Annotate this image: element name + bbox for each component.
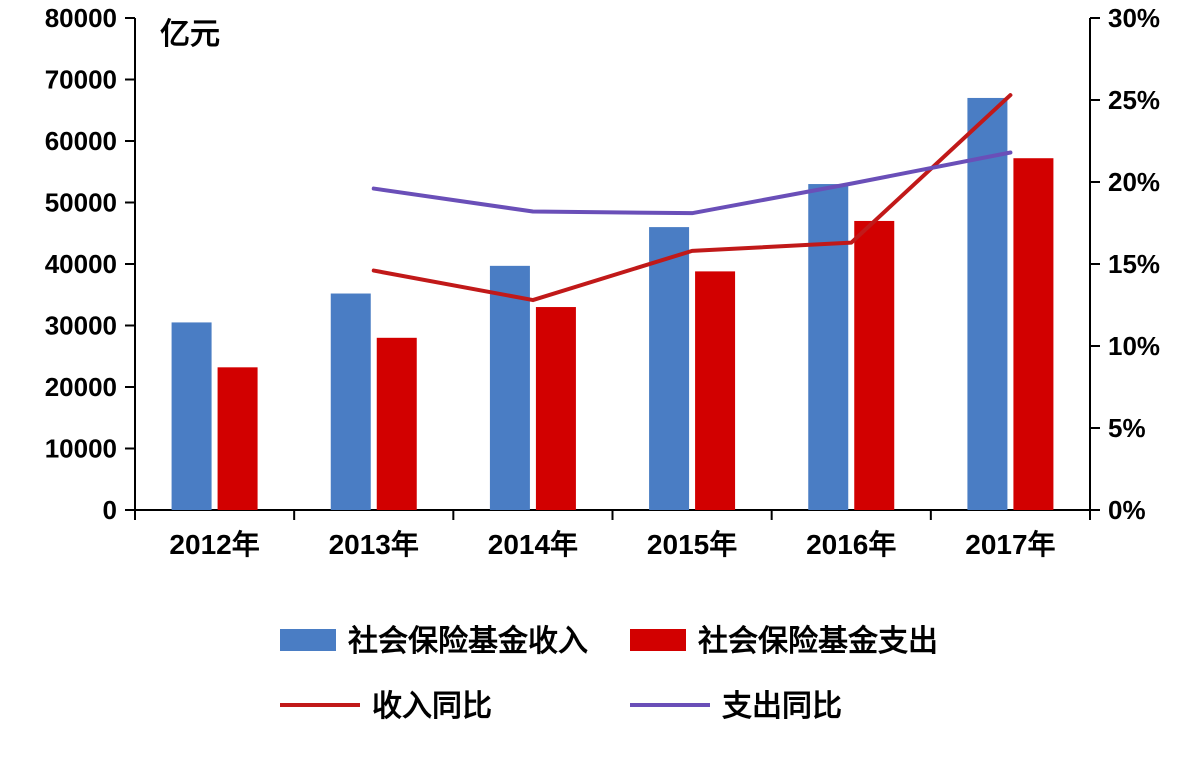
bar-income <box>490 266 530 510</box>
yleft-tick-label: 60000 <box>45 126 117 156</box>
x-category-label: 2015年 <box>647 528 737 560</box>
bar-income <box>172 322 212 510</box>
bar-expense <box>377 338 417 510</box>
chart-svg: 0 10000 20000 30000 40000 50000 60000 70000 8000… <box>0 0 1200 764</box>
bar-expense <box>1013 158 1053 510</box>
legend-swatch-bar <box>630 629 686 651</box>
x-category-label: 2016年 <box>806 528 896 560</box>
yleft-tick-label: 40000 <box>45 249 117 279</box>
bar-expense <box>218 367 258 510</box>
yleft-tick-label: 0 <box>103 495 117 525</box>
bar-income <box>331 294 371 510</box>
yright-tick-label: 5% <box>1108 413 1146 443</box>
yright-tick-label: 15% <box>1108 249 1160 279</box>
yright-tick-label: 30% <box>1108 3 1160 33</box>
bar-expense <box>854 221 894 510</box>
yleft-tick-label: 30000 <box>45 311 117 341</box>
x-category-label: 2014年 <box>488 528 578 560</box>
x-category-label: 2013年 <box>329 528 419 560</box>
yleft-tick-label: 70000 <box>45 65 117 95</box>
yleft-tick-label: 80000 <box>45 3 117 33</box>
x-category-label: 2017年 <box>965 528 1055 560</box>
bar-expense <box>695 271 735 510</box>
x-category-label: 2012年 <box>169 528 259 560</box>
legend-swatch-bar <box>280 629 336 651</box>
unit-label: 亿元 <box>160 18 220 51</box>
bar-expense <box>536 307 576 510</box>
yleft-tick-label: 20000 <box>45 372 117 402</box>
yright-tick-label: 10% <box>1108 331 1160 361</box>
bar-income <box>649 227 689 510</box>
yright-tick-label: 25% <box>1108 85 1160 115</box>
chart-container: 0 10000 20000 30000 40000 50000 60000 70000 8000… <box>0 0 1200 764</box>
yright-tick-label: 0% <box>1108 495 1146 525</box>
legend-label: 收入同比 <box>372 690 492 723</box>
yright-tick-label: 20% <box>1108 167 1160 197</box>
yleft-tick-label: 50000 <box>45 188 117 218</box>
legend-label: 社会保险基金收入 <box>348 624 588 658</box>
legend-label: 社会保险基金支出 <box>698 624 938 658</box>
bar-income <box>808 184 848 510</box>
yleft-tick-label: 10000 <box>45 434 117 464</box>
legend-label: 支出同比 <box>722 690 842 723</box>
